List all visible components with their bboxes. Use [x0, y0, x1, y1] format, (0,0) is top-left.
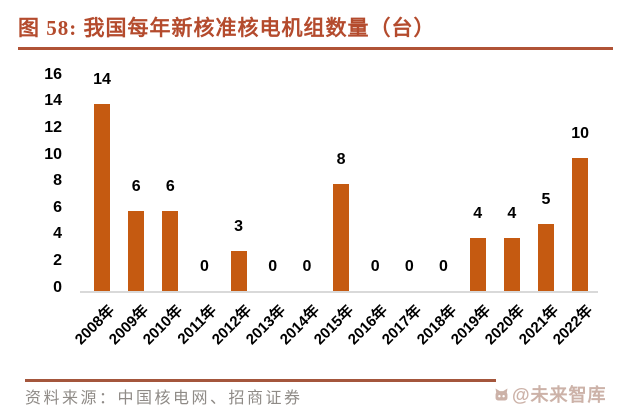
footer-divider — [25, 379, 496, 382]
bar-value-label: 10 — [571, 124, 589, 142]
bar-value-label: 0 — [404, 258, 414, 275]
bar-2008年 — [94, 104, 110, 291]
bar-value-label: 14 — [93, 71, 111, 89]
bar-value-label: 0 — [199, 258, 209, 275]
y-axis-tick-label: 0 — [53, 278, 62, 296]
y-axis-tick-label: 10 — [44, 145, 62, 163]
y-axis-tick-label: 2 — [53, 251, 62, 269]
bar-value-label: 0 — [439, 258, 448, 275]
bar-2019年 — [469, 237, 486, 291]
bar-value-label: 4 — [473, 204, 483, 222]
bar-value-label: 4 — [507, 204, 517, 222]
bar-value-label: 3 — [234, 217, 244, 235]
x-axis-line — [80, 291, 598, 293]
y-axis-tick-label: 12 — [44, 118, 62, 136]
y-axis-tick-label: 8 — [53, 172, 62, 190]
title-underline — [18, 47, 613, 50]
source-note: 资料来源：中国核电网、招商证券 — [25, 390, 303, 407]
bar-value-label: 8 — [336, 151, 346, 169]
bar-value-label: 0 — [370, 258, 380, 275]
y-axis-tick-label: 14 — [44, 92, 62, 110]
bar-2015年 — [333, 184, 350, 291]
bar-2021年 — [537, 224, 554, 291]
watermark: @未来智库 — [493, 381, 607, 407]
bar-value-label: 0 — [302, 258, 312, 275]
watermark-text: @未来智库 — [512, 385, 607, 405]
watermark-logo-icon — [495, 388, 508, 400]
figure-title: 图 58: 我国每年新核准核电机组数量（台） — [18, 16, 436, 40]
bar-value-label: 0 — [268, 258, 278, 275]
bar-value-label: 6 — [131, 177, 141, 195]
bar-2012年 — [230, 250, 247, 291]
bar-2020年 — [503, 237, 520, 291]
bar-2009年 — [128, 210, 145, 291]
y-axis-tick-label: 4 — [53, 225, 62, 243]
y-axis-tick-label: 16 — [44, 65, 62, 83]
y-axis-tick-label: 6 — [53, 198, 62, 216]
bar-2022年 — [572, 157, 589, 291]
bar-value-label: 5 — [541, 191, 551, 209]
bar-value-label: 6 — [165, 177, 175, 195]
bar-2010年 — [162, 210, 179, 291]
